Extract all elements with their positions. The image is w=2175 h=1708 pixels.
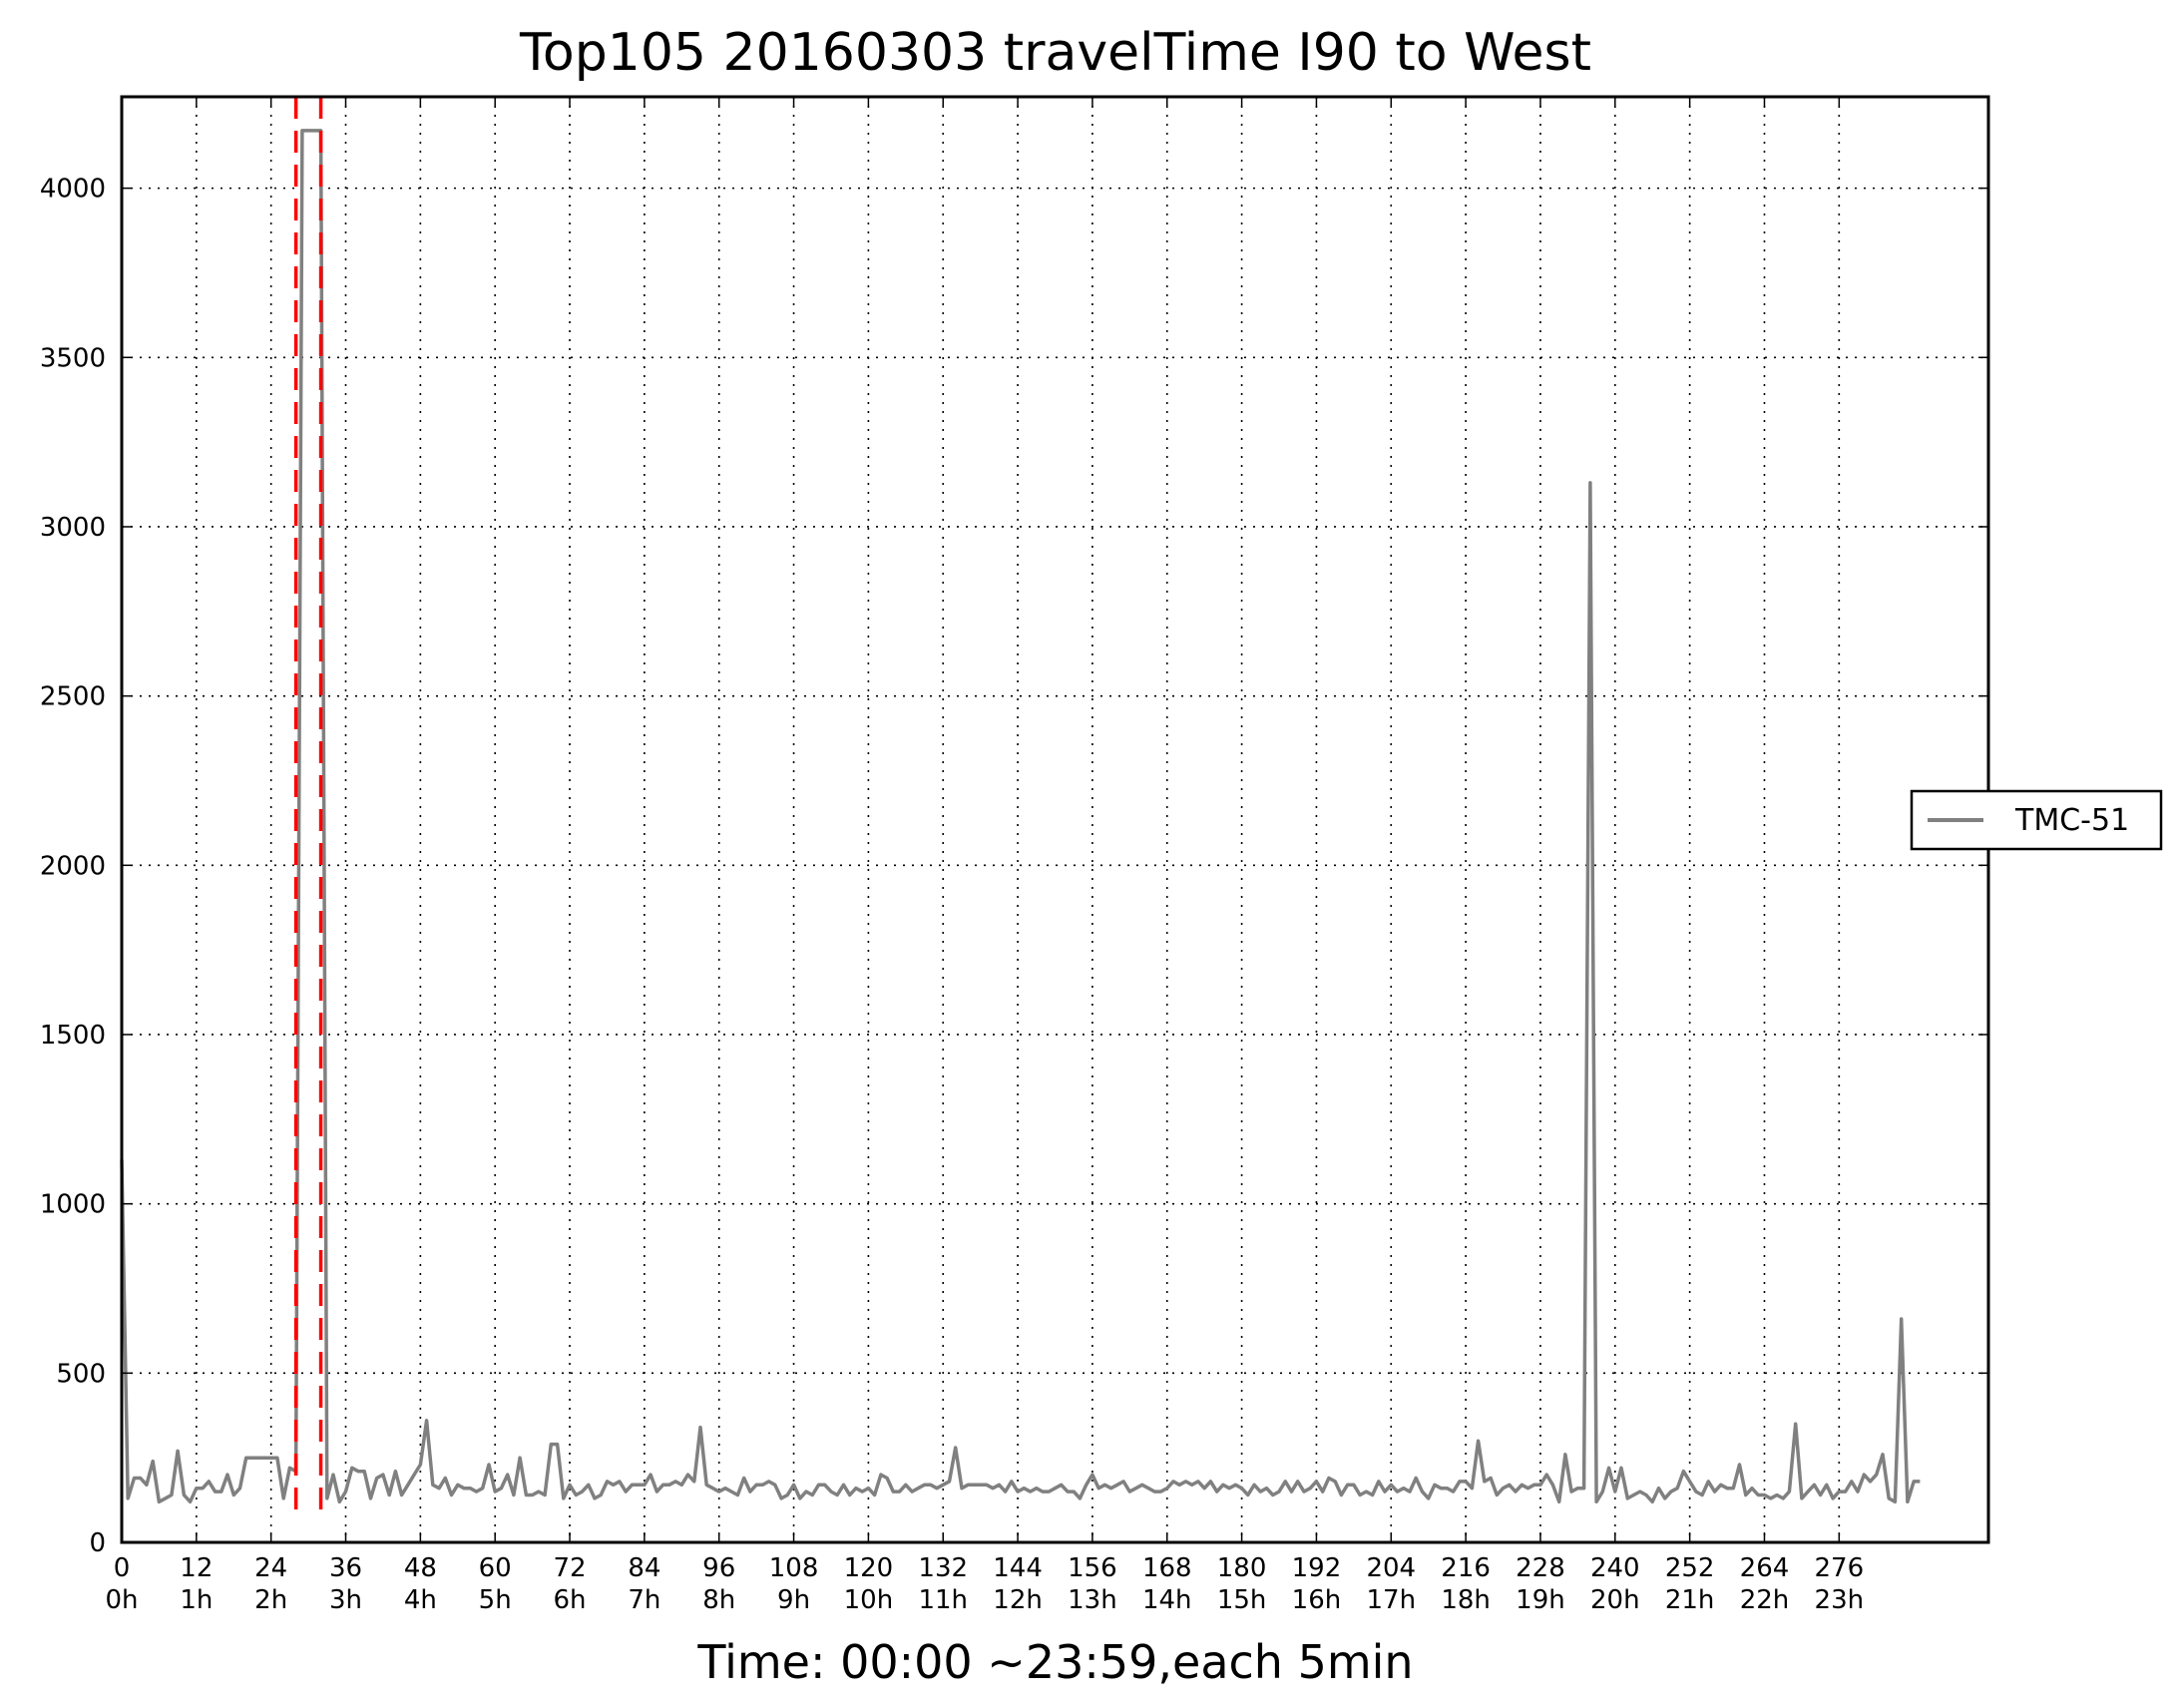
x-tick-label: 264 xyxy=(1740,1553,1790,1583)
chart-title: Top105 20160303 travelTime I90 to West xyxy=(519,23,1591,83)
legend-label: TMC-51 xyxy=(2014,803,2129,838)
x-tick-hour-label: 17h xyxy=(1366,1585,1416,1615)
legend-box xyxy=(1910,789,2163,851)
x-tick-label: 144 xyxy=(993,1553,1043,1583)
x-tick-hour-label: 7h xyxy=(628,1585,660,1615)
x-tick-label: 36 xyxy=(329,1553,362,1583)
y-tick-label: 3500 xyxy=(40,343,106,373)
y-tick-label: 0 xyxy=(89,1528,106,1558)
x-tick-hour-label: 21h xyxy=(1665,1585,1715,1615)
x-tick-label: 180 xyxy=(1217,1553,1267,1583)
x-tick-hour-label: 11h xyxy=(918,1585,968,1615)
x-tick-hour-label: 4h xyxy=(404,1585,437,1615)
x-tick-label: 0 xyxy=(114,1553,131,1583)
x-tick-hour-label: 12h xyxy=(993,1585,1043,1615)
x-tick-label: 216 xyxy=(1441,1553,1491,1583)
x-tick-label: 228 xyxy=(1516,1553,1565,1583)
series-line xyxy=(120,129,1921,1504)
x-tick-hour-label: 14h xyxy=(1142,1585,1192,1615)
x-tick-hour-label: 15h xyxy=(1217,1585,1267,1615)
x-tick-label: 60 xyxy=(479,1553,512,1583)
x-tick-label: 132 xyxy=(918,1553,968,1583)
x-tick-hour-label: 1h xyxy=(180,1585,213,1615)
x-tick-hour-label: 23h xyxy=(1815,1585,1865,1615)
x-tick-hour-label: 6h xyxy=(554,1585,587,1615)
x-tick-hour-label: 10h xyxy=(844,1585,894,1615)
y-tick-label: 1000 xyxy=(40,1190,106,1220)
x-tick-hour-label: 19h xyxy=(1516,1585,1565,1615)
x-tick-hour-label: 13h xyxy=(1068,1585,1117,1615)
x-tick-label: 48 xyxy=(404,1553,437,1583)
x-tick-label: 168 xyxy=(1142,1553,1192,1583)
x-tick-hour-label: 9h xyxy=(777,1585,810,1615)
x-axis-label: Time: 00:00 ~23:59,each 5min xyxy=(696,1635,1413,1689)
y-tick-label: 2500 xyxy=(40,682,106,712)
legend: TMC-51 xyxy=(1910,789,2163,851)
x-tick-label: 192 xyxy=(1292,1553,1342,1583)
x-tick-label: 12 xyxy=(180,1553,213,1583)
series-layer xyxy=(120,129,1921,1504)
y-tick-label: 4000 xyxy=(40,175,106,205)
x-tick-label: 276 xyxy=(1814,1553,1864,1583)
x-tick-hour-label: 5h xyxy=(479,1585,512,1615)
x-tick-label: 120 xyxy=(844,1553,894,1583)
x-tick-label: 156 xyxy=(1068,1553,1117,1583)
y-tick-label: 3000 xyxy=(40,513,106,543)
x-tick-hour-label: 22h xyxy=(1740,1585,1790,1615)
x-tick-label: 108 xyxy=(769,1553,819,1583)
x-tick-label: 24 xyxy=(254,1553,287,1583)
x-tick-hour-label: 20h xyxy=(1590,1585,1640,1615)
x-tick-label: 72 xyxy=(553,1553,586,1583)
x-tick-hour-label: 8h xyxy=(702,1585,735,1615)
x-tick-label: 96 xyxy=(702,1553,735,1583)
x-tick-label: 252 xyxy=(1665,1553,1715,1583)
x-tick-hour-label: 18h xyxy=(1441,1585,1491,1615)
y-tick-label: 2000 xyxy=(40,851,106,881)
x-tick-label: 204 xyxy=(1366,1553,1416,1583)
x-tick-hour-label: 3h xyxy=(329,1585,362,1615)
x-tick-hour-label: 16h xyxy=(1292,1585,1342,1615)
x-tick-label: 240 xyxy=(1590,1553,1640,1583)
y-tick-label: 1500 xyxy=(40,1021,106,1051)
x-tick-hour-label: 2h xyxy=(254,1585,287,1615)
x-tick-hour-label: 0h xyxy=(105,1585,138,1615)
y-tick-label: 500 xyxy=(56,1359,106,1389)
y-tick-labels: 0 500 1000 1500 2000 2500 3000 3500 4000 xyxy=(40,175,106,1558)
x-tick-label: 84 xyxy=(628,1553,660,1583)
